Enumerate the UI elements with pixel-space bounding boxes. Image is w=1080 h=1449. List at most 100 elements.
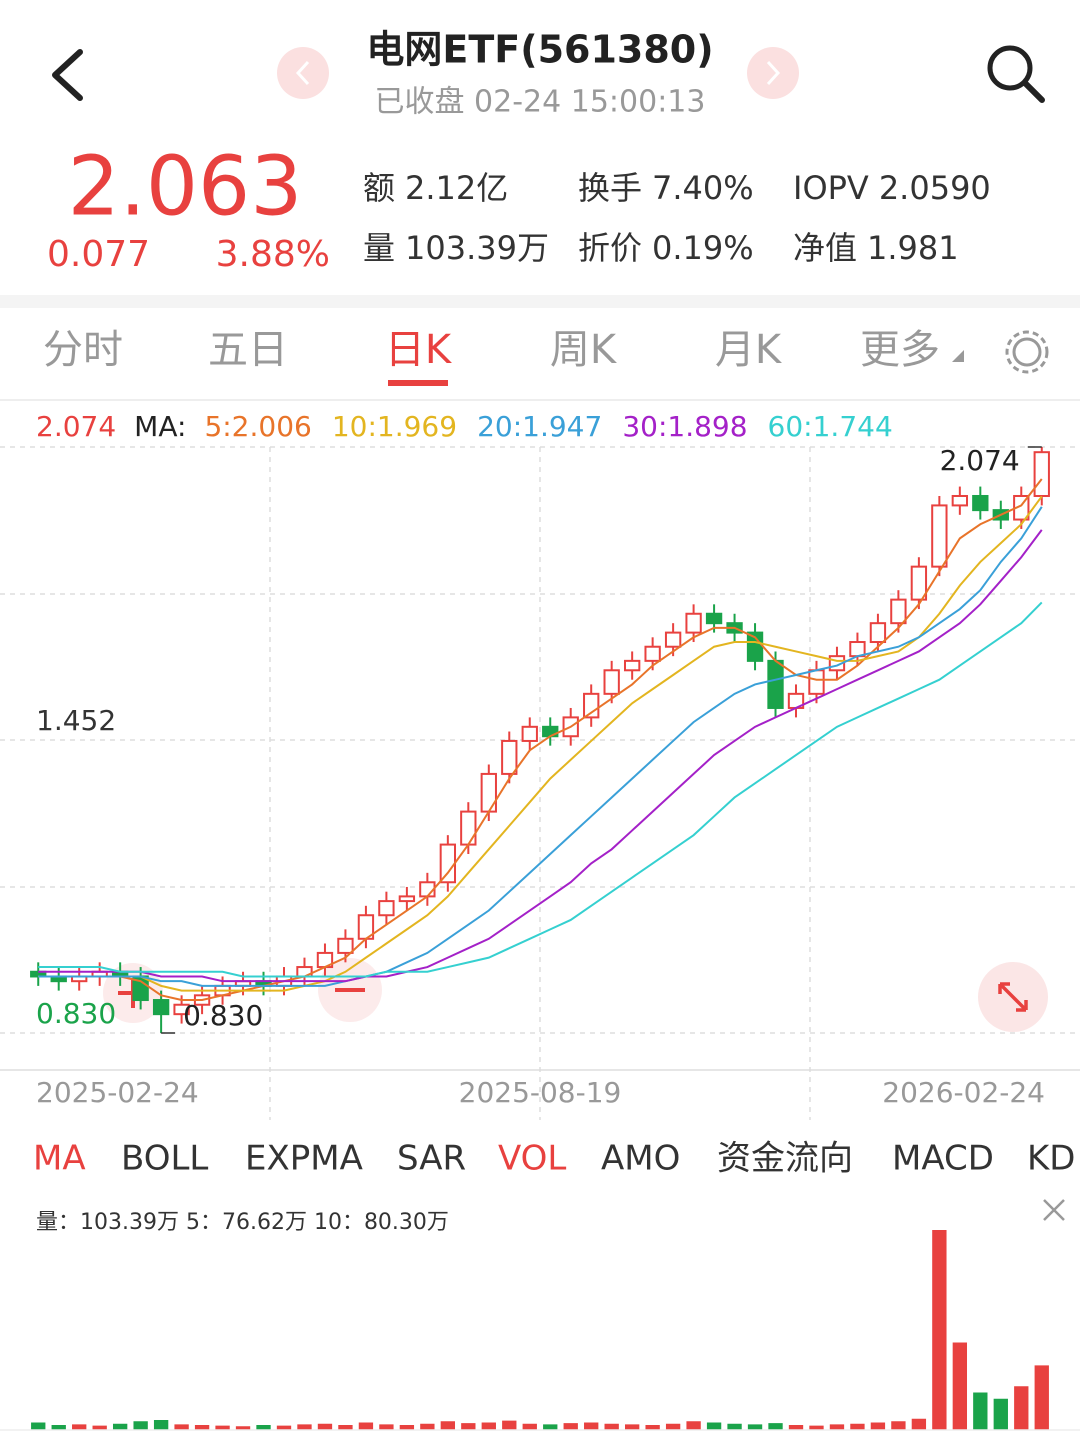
change-pct: 3.88% xyxy=(216,234,330,275)
stat: 额 2.12亿 xyxy=(363,169,508,207)
candle-body xyxy=(1033,451,1050,497)
candle-body xyxy=(378,900,395,917)
fullscreen-button[interactable] xyxy=(978,962,1048,1032)
volume-bar xyxy=(604,1423,619,1430)
indicator-tab[interactable]: VOL xyxy=(498,1139,566,1179)
volume-bar xyxy=(51,1425,66,1430)
volume-bar xyxy=(256,1425,271,1430)
indicator-tab[interactable]: SAR xyxy=(397,1139,466,1179)
volume-bar xyxy=(1034,1365,1049,1430)
period-tab[interactable]: 日K xyxy=(385,327,453,373)
volume-bar xyxy=(665,1423,681,1430)
back-button[interactable] xyxy=(52,49,83,101)
change: 0.077 xyxy=(47,234,150,275)
title: 电网ETF(561380) xyxy=(366,28,713,72)
stat-value: 2.0590 xyxy=(879,169,991,207)
stats: 额 2.12亿 换手 7.40% IOPV 2.0590 量 103.39万 折价 0.19% 净值… xyxy=(363,169,991,267)
candle-body xyxy=(337,937,354,954)
candle-body xyxy=(972,494,989,512)
next-button[interactable] xyxy=(747,47,799,99)
period-tab[interactable]: 月K xyxy=(715,327,783,373)
indicator-tab[interactable]: MA xyxy=(33,1139,86,1179)
volume-bar xyxy=(420,1423,435,1430)
subtitle: 已收盘 02-24 15:00:13 xyxy=(375,85,706,120)
indicator-tab[interactable]: MACD xyxy=(892,1139,994,1179)
volume-bar xyxy=(788,1425,804,1430)
volume-bar xyxy=(747,1424,763,1430)
stat: 量 103.39万 xyxy=(363,229,549,267)
indicator-tabs: MA BOLL EXPMA SAR VOL AMO 资金流向 MACD KD xyxy=(33,1139,1075,1179)
volume-bar xyxy=(522,1423,537,1430)
period-tabs: 分时 五日 日K 周K 月K 更多 xyxy=(43,327,964,373)
period-tab[interactable]: 更多 xyxy=(860,327,940,373)
volume-bar xyxy=(399,1425,415,1430)
period-tab[interactable]: 周K xyxy=(550,327,618,373)
period-tab[interactable]: 分时 xyxy=(43,327,123,373)
separator xyxy=(0,295,1080,308)
y-tick-label: 1.452 xyxy=(36,704,116,737)
period-tab[interactable]: 五日 xyxy=(208,327,288,373)
candle-body xyxy=(685,612,702,634)
ma-line xyxy=(38,478,1043,1002)
candle-body xyxy=(173,1003,190,1016)
candle-body xyxy=(398,895,416,903)
candle-body xyxy=(869,622,887,644)
candle-body xyxy=(890,598,907,625)
candle-body xyxy=(603,669,620,695)
volume-bar xyxy=(584,1422,599,1430)
y-tick-label: 0.830 xyxy=(36,997,116,1030)
indicator-tab[interactable]: EXPMA xyxy=(245,1139,363,1179)
stat-label: 折价 xyxy=(578,229,642,267)
candle-body xyxy=(951,494,969,507)
volume-bar xyxy=(1014,1386,1029,1430)
candle-body xyxy=(767,659,784,709)
indicator-tab[interactable]: KD xyxy=(1027,1139,1075,1179)
volume-bar xyxy=(379,1424,394,1430)
candle-body xyxy=(460,810,477,846)
search-button[interactable] xyxy=(987,45,1045,103)
volume-bar xyxy=(932,1230,947,1430)
volume-bar xyxy=(829,1424,845,1430)
volume-bar xyxy=(624,1424,640,1430)
volume-bar xyxy=(215,1425,230,1430)
stat-value: 7.40% xyxy=(652,169,754,207)
ma-line xyxy=(38,601,1043,978)
close-button[interactable] xyxy=(1043,1199,1065,1221)
volume-bar xyxy=(911,1418,927,1430)
plot-frame xyxy=(0,446,1080,1120)
candle-body xyxy=(664,631,682,648)
prev-button[interactable] xyxy=(277,47,329,99)
candle-body xyxy=(521,725,538,742)
volume-bar xyxy=(440,1421,456,1430)
volume-bar xyxy=(481,1422,496,1430)
volume-bar xyxy=(993,1398,1008,1430)
stat-label: 净值 xyxy=(793,229,857,267)
stat-value: 1.981 xyxy=(867,229,959,267)
volume-bar xyxy=(850,1423,865,1430)
volume-bar xyxy=(706,1422,722,1430)
indicator-tab[interactable]: BOLL xyxy=(121,1139,208,1179)
stat: 换手 7.40% xyxy=(578,169,754,207)
volume-bar xyxy=(768,1423,783,1430)
volume-bar xyxy=(174,1424,189,1430)
volume-bar xyxy=(276,1425,292,1430)
volume-bar xyxy=(870,1422,886,1430)
stat-label: 额 xyxy=(363,169,395,207)
volume-bar xyxy=(72,1424,87,1430)
zoom-out-button[interactable] xyxy=(318,958,382,1022)
indicator-tab[interactable]: AMO xyxy=(601,1139,680,1179)
stat-label: 量 xyxy=(363,229,395,267)
indicator-tab[interactable]: 资金流向 xyxy=(717,1139,853,1179)
settings-button[interactable] xyxy=(1005,330,1049,374)
x-tick-label: 2025-02-24 xyxy=(36,1076,199,1109)
stat: 折价 0.19% xyxy=(578,229,754,267)
volume-bar xyxy=(317,1423,333,1430)
volume-bar xyxy=(809,1425,824,1430)
candle-body xyxy=(931,504,948,568)
volume-bar xyxy=(112,1423,128,1430)
volume-bar xyxy=(563,1423,578,1430)
legend-entry: 20:1.947 xyxy=(477,410,602,443)
candle-body xyxy=(623,659,641,672)
